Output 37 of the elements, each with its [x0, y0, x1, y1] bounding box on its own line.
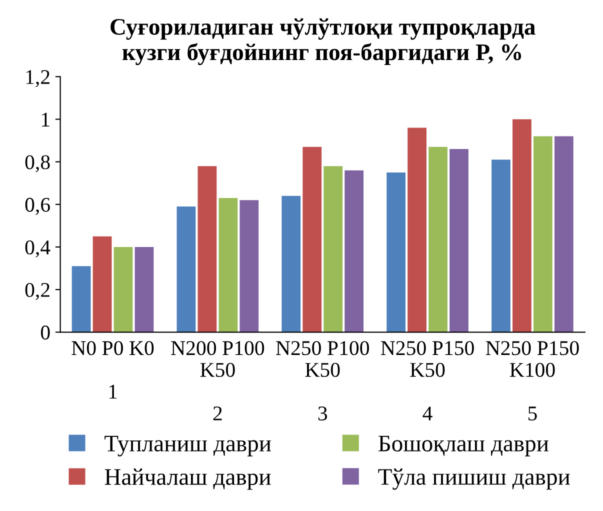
- legend-label: Бошоқлаш даври: [378, 436, 548, 456]
- bar: [512, 119, 532, 332]
- bar: [282, 196, 301, 332]
- legend-label: Тўла пишиш даври: [378, 468, 570, 490]
- y-tick-label: 0,8: [25, 155, 50, 172]
- bar: [386, 172, 406, 332]
- bar: [428, 146, 448, 332]
- category-label: N200 P100 K50 2: [171, 341, 264, 420]
- category-label: N250 P150 K50 4: [380, 341, 474, 420]
- bar: [324, 166, 343, 332]
- y-tick-label: 0: [40, 326, 50, 340]
- y-tick-label: 0,4: [25, 240, 50, 258]
- y-tick-label: 0,6: [25, 198, 50, 215]
- bar: [240, 200, 259, 332]
- legend-label: Найчалаш даври: [104, 468, 271, 490]
- y-tick-label: 0,2: [25, 282, 50, 300]
- bar: [302, 146, 322, 332]
- bar: [134, 246, 154, 332]
- bar: [534, 136, 552, 332]
- bar: [72, 266, 91, 332]
- y-tick-label: 1,2: [26, 70, 50, 88]
- category-label: N250 P100 K50 3: [276, 341, 369, 420]
- bar: [92, 236, 112, 332]
- bar: [450, 149, 468, 332]
- bar: [554, 136, 574, 332]
- bar: [198, 166, 217, 332]
- bar: [176, 206, 196, 332]
- bar: [218, 198, 238, 332]
- bar: [114, 246, 133, 332]
- category-label: N0 P0 K0 1: [72, 341, 154, 399]
- chart-title: Суғориладиган чўлўтлоқи тупроқларда кузги буғдойнинг поя-баргидаги P, %: [110, 18, 536, 66]
- legend-label: Тупланиш даври: [104, 436, 271, 456]
- bar: [408, 128, 426, 332]
- bar: [492, 160, 510, 332]
- bar: [344, 170, 364, 332]
- y-tick-label: 1: [42, 112, 50, 126]
- category-label: N250 P150 K100 5: [486, 341, 579, 420]
